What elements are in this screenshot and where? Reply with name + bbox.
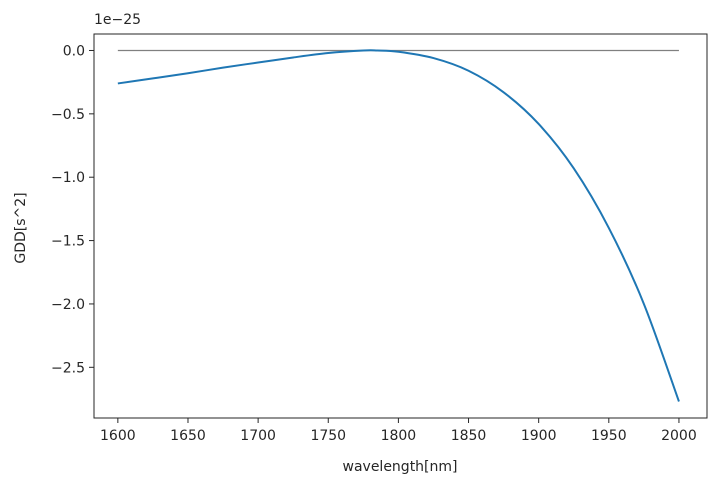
x-axis-label: wavelength[nm] xyxy=(343,459,458,475)
x-tick-label: 2000 xyxy=(661,428,697,444)
x-tick-label: 1600 xyxy=(100,428,136,444)
x-tick-label: 1700 xyxy=(240,428,276,444)
y-offset-label: 1e−25 xyxy=(94,12,141,28)
y-tick-label: −0.5 xyxy=(51,107,85,123)
y-axis-ticks: 0.0 −0.5 −1.0 −1.5 −2.0 −2.5 xyxy=(51,43,94,376)
y-tick-label: −2.5 xyxy=(51,360,85,376)
y-tick-label: 0.0 xyxy=(63,43,85,59)
axes-frame xyxy=(93,33,708,419)
x-tick-label: 1900 xyxy=(521,428,557,444)
x-tick-label: 1950 xyxy=(591,428,627,444)
plot-area xyxy=(117,49,680,402)
x-tick-label: 1750 xyxy=(310,428,346,444)
y-axis-label: GDD[s^2] xyxy=(13,192,29,263)
gdd-series-line xyxy=(117,49,680,402)
y-tick-label: −1.5 xyxy=(51,234,85,250)
x-tick-label: 1850 xyxy=(451,428,487,444)
y-tick-label: −1.0 xyxy=(51,170,85,186)
x-tick-label: 1800 xyxy=(381,428,417,444)
x-tick-label: 1650 xyxy=(170,428,206,444)
y-tick-label: −2.0 xyxy=(51,297,85,313)
x-axis-ticks: 1600 1650 1700 1750 1800 1850 1900 1950 2000 xyxy=(100,418,697,444)
